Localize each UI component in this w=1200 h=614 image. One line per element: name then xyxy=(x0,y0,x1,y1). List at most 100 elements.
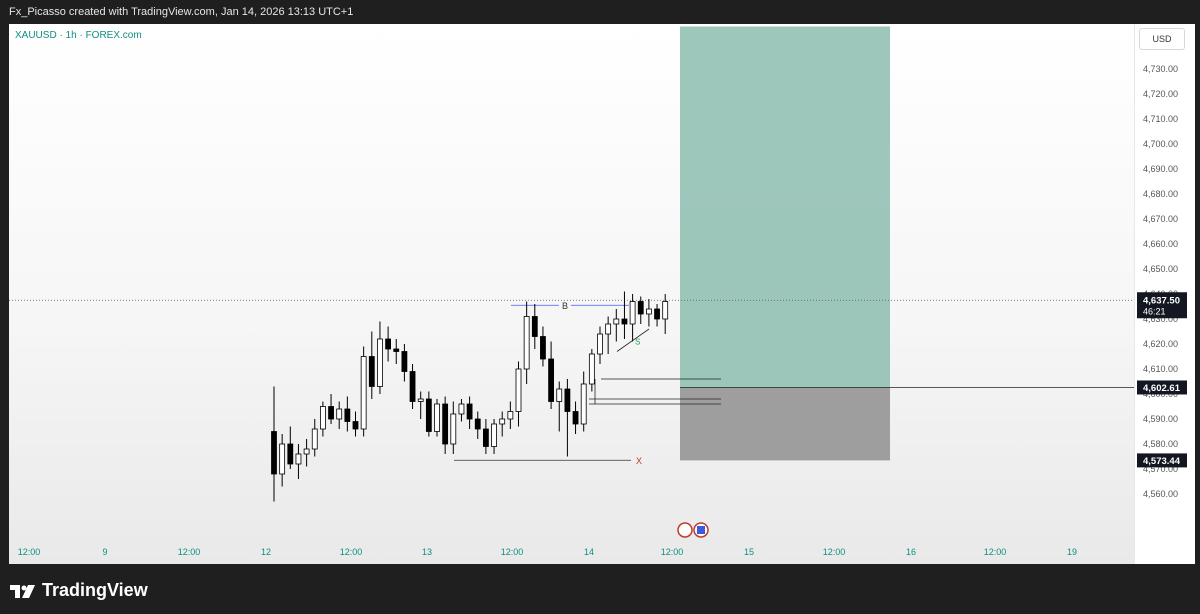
price-axis-label: 4,610.00 xyxy=(1143,364,1178,374)
candle-body[interactable] xyxy=(548,358,554,402)
price-axis-label: 4,660.00 xyxy=(1143,239,1178,249)
candle-body[interactable] xyxy=(279,443,286,475)
current-price-tag: 4,637.50 xyxy=(1143,295,1180,306)
candle-body[interactable] xyxy=(319,406,326,430)
candle-body[interactable] xyxy=(597,333,603,355)
candle-body[interactable] xyxy=(523,316,530,370)
candle-body[interactable] xyxy=(417,398,424,402)
price-axis-label: 4,680.00 xyxy=(1143,189,1178,199)
stop-price-tag: 4,573.44 xyxy=(1143,456,1181,467)
candle-body[interactable] xyxy=(515,368,522,412)
chart-frame[interactable]: BXS4,740.004,730.004,720.004,710.004,700… xyxy=(9,24,1195,564)
candle-body[interactable] xyxy=(328,406,334,420)
candle-body[interactable] xyxy=(499,418,506,425)
price-axis-label: 4,730.00 xyxy=(1143,64,1178,74)
price-axis-label: 4,720.00 xyxy=(1143,89,1178,99)
candle-body[interactable] xyxy=(662,301,669,320)
candle-body[interactable] xyxy=(580,383,587,425)
time-axis-label: 12 xyxy=(261,547,271,557)
candle-body[interactable] xyxy=(377,338,383,387)
time-axis-label: 15 xyxy=(744,547,754,557)
candle-body[interactable] xyxy=(352,421,359,430)
candle-body[interactable] xyxy=(336,408,343,420)
chart-header-title: Fx_Picasso created with TradingView.com,… xyxy=(9,6,354,18)
tradingview-logo-text: TradingView xyxy=(42,580,148,600)
candle-body[interactable] xyxy=(425,398,432,432)
candle-body[interactable] xyxy=(646,308,652,315)
candle-body[interactable] xyxy=(409,371,416,402)
price-axis-label: 4,690.00 xyxy=(1143,164,1178,174)
current-price-tag-bg xyxy=(1137,292,1187,319)
us-flag-icon xyxy=(697,526,705,534)
price-axis-label: 4,590.00 xyxy=(1143,414,1178,424)
candle-body[interactable] xyxy=(360,356,367,430)
candle-body[interactable] xyxy=(491,423,497,447)
candle-body[interactable] xyxy=(654,308,660,320)
entry-price-tag: 4,602.61 xyxy=(1143,383,1181,394)
s-trendline[interactable] xyxy=(616,328,650,352)
symbol-info[interactable]: XAUUSD · 1h · FOREX.com xyxy=(15,30,142,41)
price-axis-label: 4,650.00 xyxy=(1143,264,1178,274)
time-axis-label: 12:00 xyxy=(984,547,1007,557)
candle-body[interactable] xyxy=(621,318,628,325)
price-axis-label: 4,710.00 xyxy=(1143,114,1178,124)
price-axis-label: 4,620.00 xyxy=(1143,339,1178,349)
chart-svg[interactable]: BXS4,740.004,730.004,720.004,710.004,700… xyxy=(9,24,1195,564)
time-axis-label: 12:00 xyxy=(501,547,524,557)
candle-body[interactable] xyxy=(311,428,318,450)
time-axis-label: 12:00 xyxy=(178,547,201,557)
candle-body[interactable] xyxy=(287,443,294,465)
time-axis-label: 12:00 xyxy=(18,547,41,557)
time-axis-label: 12:00 xyxy=(340,547,363,557)
entry-price-tag-bg xyxy=(1137,380,1187,395)
candle-body[interactable] xyxy=(458,403,465,415)
time-axis-label: 12:00 xyxy=(661,547,684,557)
time-axis-label: 9 xyxy=(102,547,107,557)
price-axis-label: 4,630.00 xyxy=(1143,314,1178,324)
candle-body[interactable] xyxy=(540,336,546,360)
chart-header: Fx_Picasso created with TradingView.com,… xyxy=(0,0,1200,24)
candle-body[interactable] xyxy=(605,323,612,335)
price-axis-label: 4,570.00 xyxy=(1143,464,1178,474)
candle-body[interactable] xyxy=(482,428,489,447)
b-label: B xyxy=(562,301,568,311)
time-axis-label: 19 xyxy=(1067,547,1077,557)
s-label: S xyxy=(635,338,640,347)
candle-body[interactable] xyxy=(393,348,400,352)
candle-body[interactable] xyxy=(434,403,440,432)
price-axis-label: 4,580.00 xyxy=(1143,439,1178,449)
candle-body[interactable] xyxy=(368,356,375,387)
chart-plot-area[interactable] xyxy=(9,24,1134,564)
candle-body[interactable] xyxy=(507,411,514,420)
price-axis-label: 4,670.00 xyxy=(1143,214,1178,224)
target-zone[interactable] xyxy=(680,26,890,388)
candle-body[interactable] xyxy=(344,408,351,422)
event-flag-icon[interactable] xyxy=(677,522,693,538)
candle-body[interactable] xyxy=(531,316,538,337)
candle-body[interactable] xyxy=(564,388,571,412)
price-axis-label: 4,560.00 xyxy=(1143,489,1178,499)
time-axis-label: 12:00 xyxy=(823,547,846,557)
tradingview-logo-icon xyxy=(10,584,35,598)
candle-body[interactable] xyxy=(572,411,579,425)
candle-body[interactable] xyxy=(466,403,473,420)
candle-body[interactable] xyxy=(401,351,408,372)
candle-body[interactable] xyxy=(629,301,636,325)
candle-body[interactable] xyxy=(442,403,449,445)
price-axis-label: 4,700.00 xyxy=(1143,139,1178,149)
candle-body[interactable] xyxy=(385,338,392,350)
candle-body[interactable] xyxy=(474,418,481,430)
stop-zone[interactable] xyxy=(680,387,890,461)
candle-body[interactable] xyxy=(588,353,595,385)
candle-body[interactable] xyxy=(637,301,644,315)
currency-button[interactable]: USD xyxy=(1139,28,1185,50)
candle-body[interactable] xyxy=(450,413,457,445)
time-axis-label: 16 xyxy=(906,547,916,557)
stop-price-tag-bg xyxy=(1137,453,1187,468)
candle-body[interactable] xyxy=(295,453,302,465)
candle-body[interactable] xyxy=(556,388,563,402)
candle-body[interactable] xyxy=(303,448,310,455)
candle-body[interactable] xyxy=(613,318,620,325)
tradingview-logo[interactable]: TradingView xyxy=(10,580,148,601)
candle-body[interactable] xyxy=(271,431,277,475)
